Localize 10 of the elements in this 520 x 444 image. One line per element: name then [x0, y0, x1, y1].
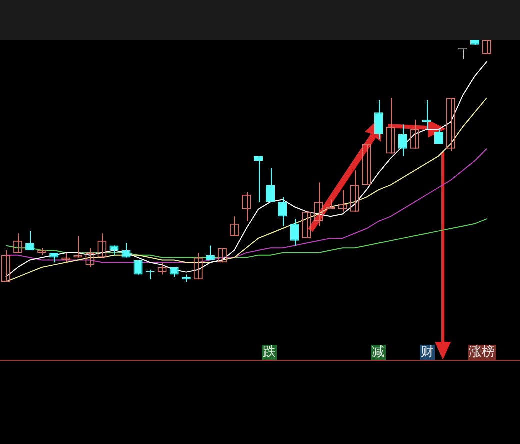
candlestick: [422, 100, 432, 130]
text: 减: [371, 345, 386, 360]
candlestick: [50, 252, 59, 264]
candlestick: [110, 245, 119, 256]
text: 涨榜: [468, 345, 496, 360]
text: 财: [420, 345, 435, 360]
candlestick: [470, 40, 480, 46]
candlestick: [254, 156, 264, 203]
candlestick: [182, 274, 191, 282]
text: 跌: [262, 345, 277, 360]
